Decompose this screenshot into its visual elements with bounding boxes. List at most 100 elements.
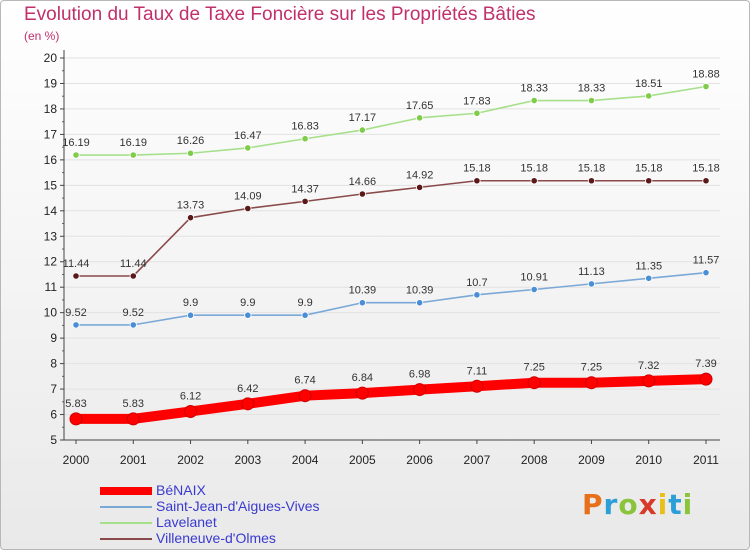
data-point [473,177,481,185]
y-tick-label: 18 [44,102,58,116]
y-tick-label: 8 [50,357,57,371]
data-point [358,126,366,134]
data-label: 18.88 [692,69,720,81]
data-point [587,96,596,105]
y-tick-label: 11 [45,280,58,294]
data-point [470,379,484,393]
data-point [241,397,255,411]
data-label: 18.51 [635,78,663,90]
data-label: 10.7 [466,277,487,289]
data-label: 17.83 [463,95,491,107]
data-label: 9.9 [240,297,255,309]
data-label: 10.39 [349,285,377,297]
data-label: 14.66 [349,176,377,188]
logo-letter: i [682,488,694,521]
legend-swatch [100,522,152,524]
data-point [244,144,252,152]
legend-item: Saint-Jean-d'Aigues-Vives [100,498,360,515]
data-label: 10.91 [520,271,548,283]
data-point [584,376,598,390]
data-point [301,135,309,143]
data-label: 9.52 [123,307,144,319]
data-label: 10.39 [406,285,434,297]
data-label: 15.18 [635,163,663,175]
axes: 5 6 7 8 9 10 11 12 13 14 15 16 17 18 19 20 2000 2001 2002 2… [44,50,720,467]
series-1 [72,269,710,329]
data-point [186,149,195,157]
data-point [186,214,195,222]
x-tick-label: 2007 [464,453,491,467]
data-point [645,92,653,100]
y-tick-label: 7 [50,382,57,396]
x-tick-label: 2005 [349,453,376,467]
data-label: 14.92 [406,169,434,181]
data-label: 6.74 [294,375,315,387]
series-layer [69,82,713,426]
data-label: 7.32 [638,360,659,372]
y-tick-label: 14 [44,204,58,218]
data-label: 18.33 [520,83,548,95]
logo-letter: x [638,488,658,521]
data-point [645,274,653,282]
data-label: 9.9 [297,297,312,309]
data-point [473,109,481,117]
data-point [702,177,710,185]
series-line [71,374,711,424]
data-point [72,321,80,329]
data-label: 11.13 [578,266,605,278]
data-label: 11.44 [120,258,147,270]
data-point [358,190,366,198]
data-point [186,311,195,319]
data-label: 7.25 [523,362,544,374]
x-tick-label: 2001 [120,453,147,467]
legend-item: Villeneuve-d'Olmes [100,530,360,547]
y-tick-label: 5 [50,433,57,447]
data-label: 6.84 [352,372,373,384]
data-point [244,204,252,213]
data-point [416,183,424,191]
legend-label: Villeneuve-d'Olmes [156,530,276,546]
data-point [69,412,83,426]
legend-label: BéNAIX [156,482,206,498]
data-point [702,82,710,91]
data-label: 15.18 [520,163,548,175]
legend-item: BéNAIX [100,482,360,499]
x-tick-label: 2000 [63,453,90,467]
data-label: 11.44 [63,258,90,270]
legend-label: Lavelanet [156,514,217,530]
data-point [413,383,427,397]
series-line [75,271,707,326]
data-label: 5.83 [65,398,86,410]
data-point [129,151,137,159]
legend-swatch [100,506,152,508]
data-label: 17.65 [406,100,434,112]
data-label: 7.25 [581,362,602,374]
proxiti-logo: Proxiti [582,488,693,521]
data-point [416,299,424,307]
data-label: 17.17 [349,112,377,124]
data-point [645,177,653,185]
logo-letter: t [668,488,683,521]
data-point [301,311,309,319]
data-label: 11.35 [635,260,662,272]
data-label: 6.98 [409,369,430,381]
data-point [129,321,137,329]
x-tick-label: 2003 [234,453,261,467]
data-point [355,386,369,400]
x-tick-label: 2006 [406,453,433,467]
data-point [473,291,481,299]
y-tick-label: 15 [44,178,58,192]
legend: BéNAIX Saint-Jean-d'Aigues-Vives Lavelanet… [100,482,360,547]
x-tick-label: 2009 [578,453,605,467]
data-point [699,372,713,386]
x-tick-label: 2002 [177,453,204,467]
data-label: 14.37 [291,183,319,195]
data-label: 16.19 [62,137,90,149]
data-label: 6.12 [180,390,201,402]
series-line [75,85,707,156]
data-point [129,272,137,280]
data-point [587,280,596,288]
chart-title: Evolution du Taux de Taxe Foncière sur l… [24,4,536,25]
y-tick-label: 17 [44,127,58,141]
data-point [184,404,198,418]
